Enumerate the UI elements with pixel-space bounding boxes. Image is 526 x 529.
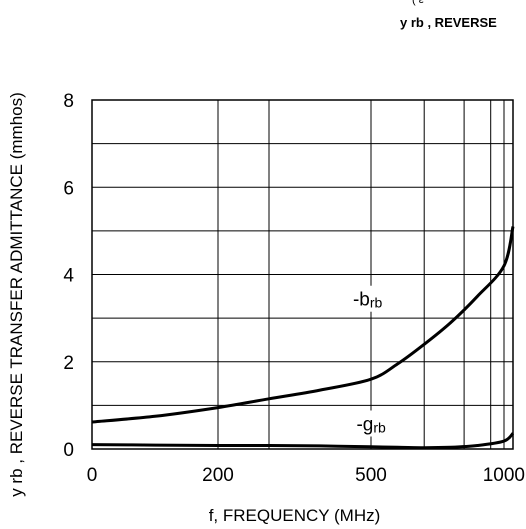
series-label-grb-bg <box>352 410 409 437</box>
series-line-brb <box>91 226 515 424</box>
y-tick-label: 0 <box>63 440 74 461</box>
x-tick-label: 500 <box>355 465 387 486</box>
header-fragment-top: ( ε <box>412 0 424 6</box>
curves <box>91 226 515 450</box>
x-tick-label: 200 <box>202 465 234 486</box>
series-label-brb-bg <box>348 285 405 312</box>
x-axis-title: f, FREQUENCY (MHz) <box>209 506 381 525</box>
x-tick-label: 0 <box>87 465 98 486</box>
y-tick-label: 2 <box>63 353 74 374</box>
x-tick-label: 1000 <box>483 465 525 486</box>
series-label-grb: -grb <box>356 414 386 435</box>
y-tick-label: 6 <box>63 178 74 199</box>
y-tick-label: 8 <box>63 91 74 112</box>
series-line-grb <box>91 432 515 450</box>
header-fragment-title: y rb , REVERSE <box>400 15 497 30</box>
series-labels: -brb -grb <box>348 285 409 437</box>
y-tick-label: 4 <box>63 266 74 287</box>
grid <box>92 100 513 449</box>
axis-labels: 0 2 4 6 8 0 200 500 1000 f, FREQUENCY (MHz) y rb ,… <box>7 91 525 525</box>
plot-frame <box>91 99 514 450</box>
y-axis-title: y rb , REVERSE TRANSFER ADMITTANCE (mmho… <box>7 92 26 497</box>
series-label-brb: -brb <box>353 290 383 311</box>
